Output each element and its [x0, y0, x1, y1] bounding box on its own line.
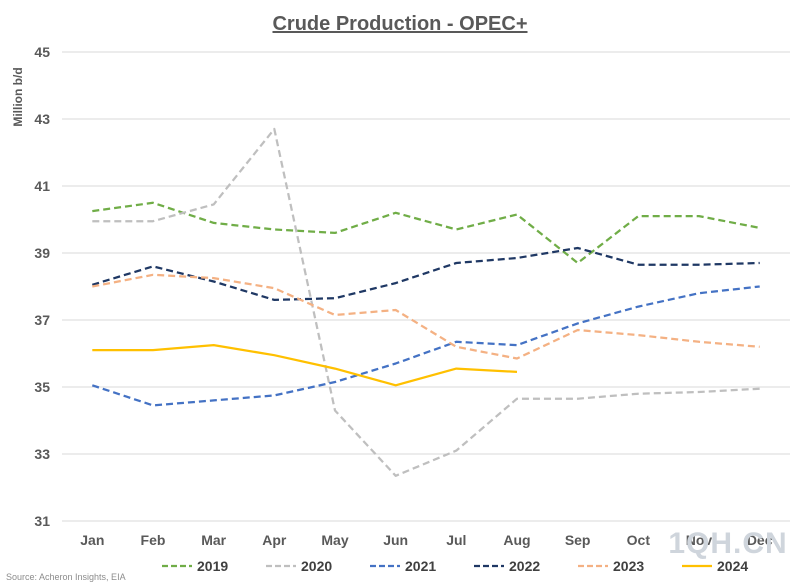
x-tick-label: Sep — [565, 532, 591, 548]
legend-label-2021: 2021 — [405, 558, 436, 574]
y-tick-label: 45 — [34, 44, 50, 60]
gridlines — [62, 51, 790, 522]
series-line-2022 — [91, 246, 760, 302]
legend-label-2024: 2024 — [717, 558, 748, 574]
legend-label-2022: 2022 — [509, 558, 540, 574]
series-line-2023 — [92, 273, 760, 360]
x-tick-label: Feb — [141, 532, 166, 548]
x-tick-label: Nov — [686, 532, 713, 548]
y-tick-label: 43 — [34, 111, 50, 127]
source-note: Source: Acheron Insights, EIA — [6, 572, 126, 582]
y-tick-label: 33 — [34, 446, 50, 462]
x-tick-label: Jan — [80, 532, 104, 548]
series-lines — [91, 127, 760, 477]
x-tick-label: Jun — [383, 532, 408, 548]
x-axis-ticks: Jan Feb Mar Apr May Jun Jul Aug Sep Oct Nov Dec — [80, 532, 772, 548]
x-tick-label: Aug — [503, 532, 530, 548]
x-tick-label: Apr — [262, 532, 287, 548]
chart-title: Crude Production - OPEC+ — [272, 13, 527, 35]
series-line-2021 — [91, 285, 760, 407]
legend-label-2023: 2023 — [613, 558, 644, 574]
y-tick-label: 35 — [34, 379, 50, 395]
y-tick-label: 31 — [34, 513, 50, 529]
y-axis-label: Million b/d — [11, 67, 25, 126]
x-tick-label: May — [321, 532, 348, 548]
y-axis-ticks: 31 33 35 37 39 41 43 45 — [34, 44, 50, 529]
x-tick-label: Dec — [747, 532, 773, 548]
x-tick-label: Mar — [201, 532, 226, 548]
series-line-2020 — [92, 127, 760, 477]
legend-label-2019: 2019 — [197, 558, 228, 574]
series-line-2024 — [92, 343, 518, 387]
legend-label-2020: 2020 — [301, 558, 332, 574]
series-line-2019 — [92, 201, 760, 265]
y-tick-label: 39 — [34, 245, 50, 261]
y-tick-label: 37 — [34, 312, 50, 328]
x-tick-label: Jul — [446, 532, 466, 548]
x-tick-label: Oct — [627, 532, 651, 548]
y-tick-label: 41 — [34, 178, 50, 194]
legend: 2019 2020 2021 2022 2023 2024 — [162, 558, 748, 574]
watermark: 1QH.CN — [668, 527, 787, 560]
